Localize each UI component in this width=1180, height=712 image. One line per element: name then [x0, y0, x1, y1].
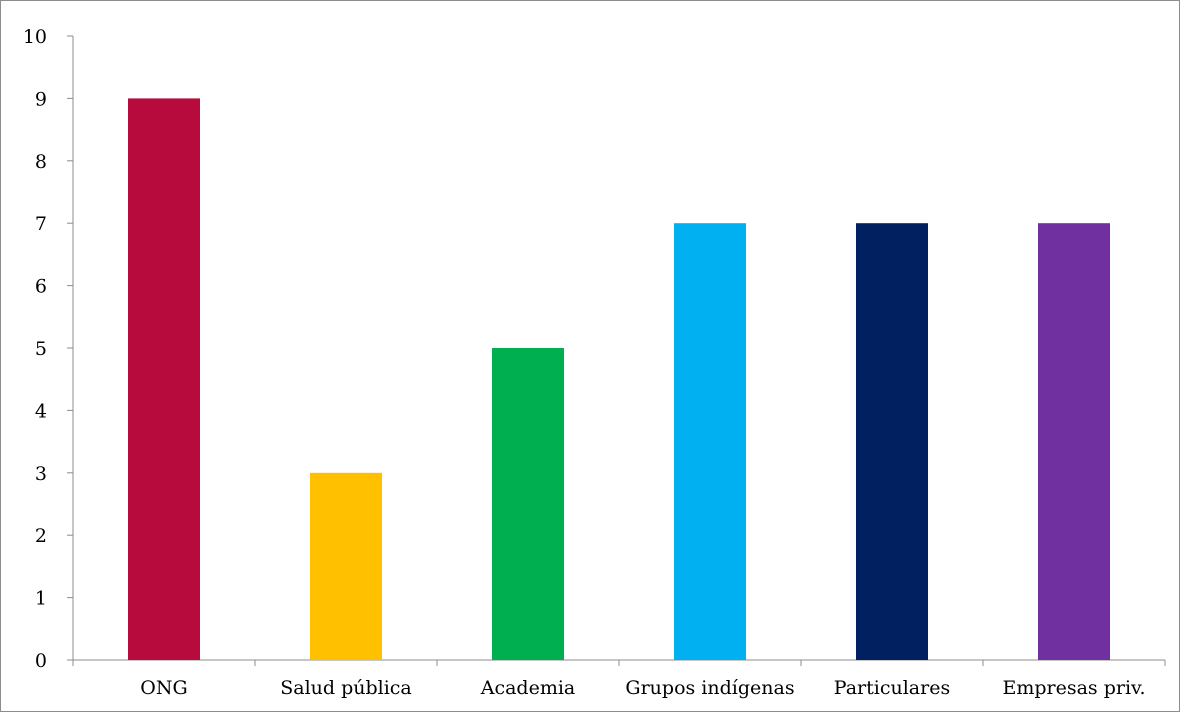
- y-tick-label: 10: [23, 26, 47, 48]
- bars: [128, 98, 1110, 660]
- bar: [128, 98, 200, 660]
- bar: [310, 472, 382, 660]
- bar: [492, 348, 564, 660]
- bar: [674, 223, 746, 660]
- y-tick-label: 2: [35, 525, 47, 547]
- x-tick-label: ONG: [140, 677, 187, 699]
- y-tick-label: 5: [35, 338, 47, 360]
- y-tick-label: 8: [35, 151, 47, 173]
- y-tick-label: 1: [35, 588, 47, 610]
- y-tick-label: 7: [35, 213, 47, 235]
- y-tick-label: 6: [35, 276, 47, 298]
- bar: [856, 223, 928, 660]
- y-tick-label: 4: [35, 400, 47, 422]
- x-tick-label: Empresas priv.: [1002, 677, 1145, 699]
- bar: [1038, 223, 1110, 660]
- x-tick-label: Grupos indígenas: [625, 677, 794, 699]
- x-tick-label: Academia: [480, 677, 576, 699]
- x-tick-label: Salud pública: [280, 677, 412, 699]
- y-axis: 0 1 2 3 4 5 6 7 8 9 10: [23, 26, 74, 672]
- y-tick-label: 9: [35, 88, 47, 110]
- x-axis: ONG Salud pública Academia Grupos indígenas…: [72, 659, 1166, 699]
- x-tick-label: Particulares: [834, 677, 950, 699]
- y-tick-label: 3: [35, 463, 47, 485]
- y-tick-label: 0: [35, 650, 47, 672]
